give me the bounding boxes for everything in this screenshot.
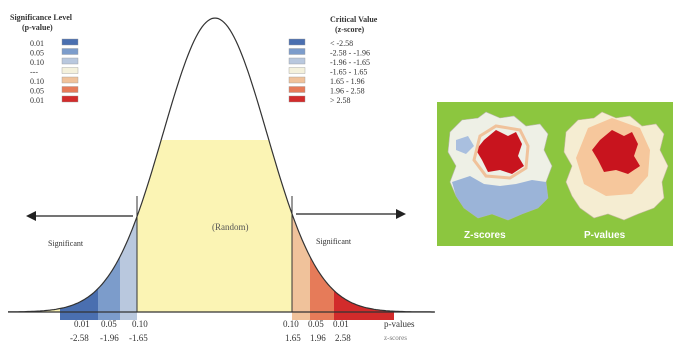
critical-legend-subtitle: (z-score) bbox=[335, 25, 365, 34]
right-p-value-2: 0.05 bbox=[308, 319, 324, 329]
critical-legend-swatch bbox=[288, 95, 306, 103]
left-significant-label: Significant bbox=[48, 239, 84, 248]
significance-legend-label: 0.05 bbox=[30, 87, 44, 96]
p-map-hotspot bbox=[592, 130, 640, 174]
critical-legend-label: 1.65 - 1.96 bbox=[330, 77, 365, 86]
critical-legend-swatch bbox=[288, 67, 306, 74]
significance-legend-label: 0.10 bbox=[30, 77, 44, 86]
p-values-axis-label: p-values bbox=[384, 319, 415, 329]
bell-curve bbox=[8, 17, 435, 320]
critical-legend-label: -1.96 - -1.65 bbox=[330, 58, 370, 67]
left-z-score-2: -1.96 bbox=[100, 333, 119, 343]
p-values-map-label: P-values bbox=[584, 230, 626, 241]
z-score-map: Z-scores bbox=[447, 111, 553, 241]
significance-legend-swatch bbox=[61, 76, 79, 84]
random-label: (Random) bbox=[212, 222, 249, 232]
map-panel: Z-scores P-values bbox=[437, 102, 673, 246]
significance-legend-label: 0.01 bbox=[30, 39, 44, 48]
significance-legend-swatch bbox=[61, 38, 79, 46]
left-p-value-2: 0.05 bbox=[101, 319, 117, 329]
curve-mask bbox=[8, 18, 435, 312]
right-p-value-3: 0.01 bbox=[333, 319, 349, 329]
critical-legend-label: > 2.58 bbox=[330, 96, 351, 105]
z-map-blue-band bbox=[452, 176, 548, 220]
critical-legend-label: -2.58 - -1.96 bbox=[330, 49, 370, 58]
significance-legend-swatch bbox=[61, 95, 79, 103]
curve-outline bbox=[8, 17, 434, 313]
significance-legend-label: --- bbox=[30, 68, 38, 77]
left-z-score-3: -1.65 bbox=[129, 333, 148, 343]
significance-legend-label: 0.01 bbox=[30, 96, 44, 105]
z-map-hotspot bbox=[476, 130, 524, 174]
significance-legend-swatch bbox=[61, 86, 79, 93]
critical-legend-label: < -2.58 bbox=[330, 39, 353, 48]
curve-fill bbox=[8, 18, 435, 312]
significance-legend-swatch bbox=[61, 67, 79, 74]
right-z-score-2: 1.96 bbox=[310, 333, 326, 343]
significance-legend: Significance Level (p-value) 0.010.050.1… bbox=[10, 13, 79, 105]
critical-legend-label: -1.65 - 1.65 bbox=[330, 68, 367, 77]
significance-legend-title: Significance Level bbox=[10, 13, 73, 22]
critical-value-legend: Critical Value (z-score) < -2.58-2.58 - … bbox=[288, 15, 378, 105]
left-significant-arrow bbox=[26, 211, 133, 221]
critical-legend-title: Critical Value bbox=[330, 15, 378, 24]
right-z-score-3: 2.58 bbox=[335, 333, 351, 343]
z-scores-map-label: Z-scores bbox=[464, 230, 506, 241]
right-z-score-1: 1.65 bbox=[285, 333, 301, 343]
critical-legend-label: 1.96 - 2.58 bbox=[330, 87, 365, 96]
z-map-orange-ring bbox=[472, 124, 530, 180]
right-p-value-1: 0.10 bbox=[283, 319, 299, 329]
significance-legend-swatch bbox=[61, 48, 79, 55]
critical-legend-swatch bbox=[288, 57, 306, 65]
z-map-blue-spot bbox=[456, 136, 474, 154]
critical-legend-swatch bbox=[288, 38, 306, 46]
critical-legend-swatch bbox=[288, 48, 306, 55]
critical-legend-swatch bbox=[288, 86, 306, 93]
z-scores-axis-label: z-scores bbox=[384, 334, 407, 342]
left-p-value-3: 0.10 bbox=[132, 319, 148, 329]
significance-legend-label: 0.10 bbox=[30, 58, 44, 67]
critical-legend-swatch bbox=[288, 76, 306, 84]
significance-legend-label: 0.05 bbox=[30, 49, 44, 58]
right-significant-arrow bbox=[296, 209, 406, 219]
left-p-value-1: 0.01 bbox=[74, 319, 90, 329]
right-significant-label: Significant bbox=[316, 237, 352, 246]
significance-legend-swatch bbox=[61, 57, 79, 65]
axis-labels: 0.01 0.05 0.10 -2.58 -1.96 -1.65 0.10 0.… bbox=[70, 319, 415, 343]
left-z-score-1: -2.58 bbox=[70, 333, 89, 343]
p-value-map: P-values bbox=[563, 111, 669, 241]
significance-legend-subtitle: (p-value) bbox=[22, 23, 53, 32]
